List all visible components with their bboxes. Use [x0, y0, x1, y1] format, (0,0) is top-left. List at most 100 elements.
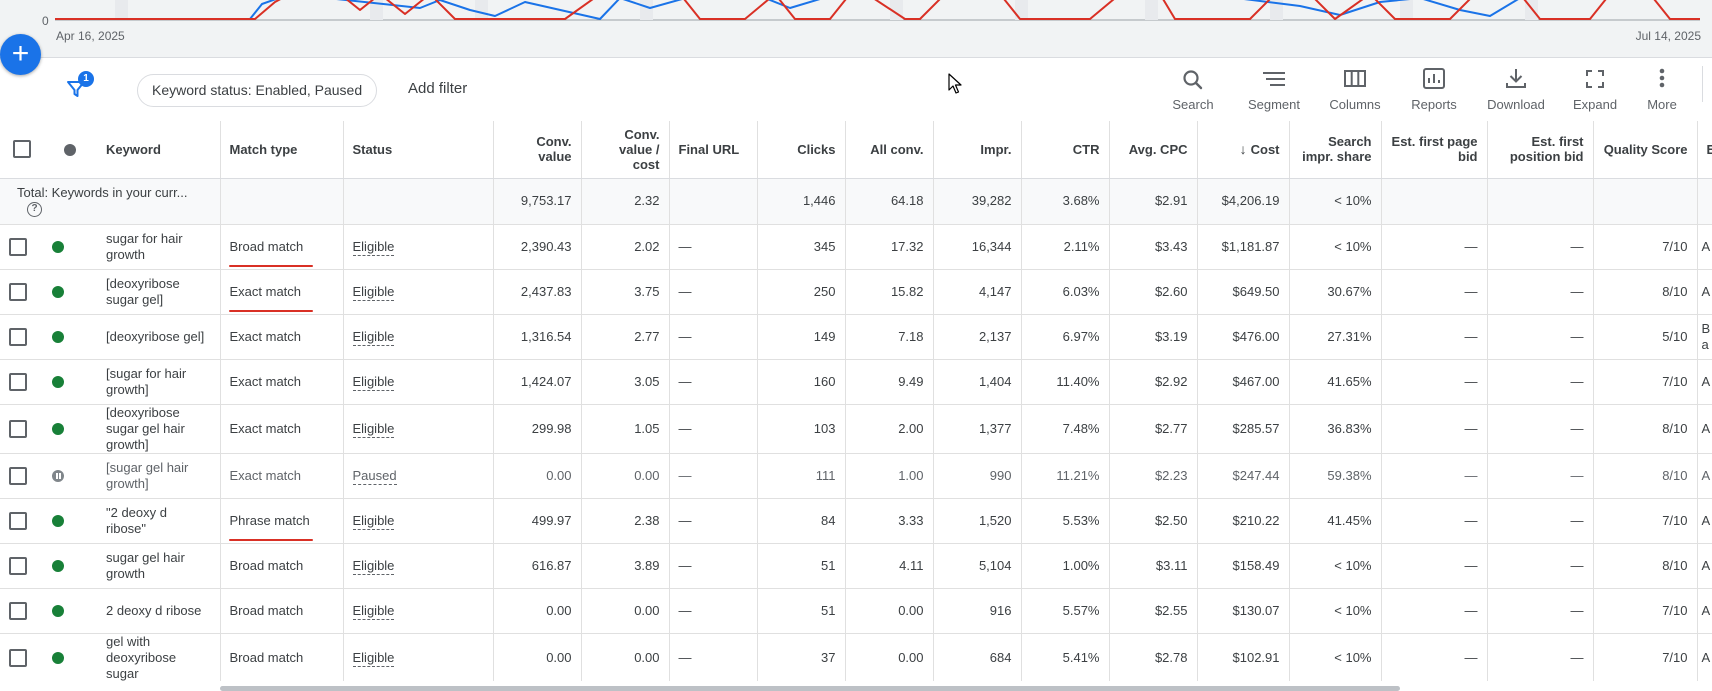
keyword-status-filter-chip[interactable]: Keyword status: Enabled, Paused [137, 74, 378, 107]
status-text[interactable]: Eligible [352, 373, 395, 391]
row-checkbox[interactable] [9, 511, 27, 530]
status-text[interactable]: Eligible [352, 557, 395, 575]
row-checkbox-cell[interactable] [0, 224, 43, 270]
select-all-checkbox[interactable] [12, 140, 31, 159]
keyword-cell[interactable]: [sugar for hair growth] [97, 359, 221, 405]
status-header[interactable]: Status [343, 121, 494, 179]
keyword-cell[interactable]: [deoxyribose sugar gel] [97, 269, 221, 315]
keyword-text[interactable]: sugar for hair growth [106, 230, 183, 262]
status-text[interactable]: Eligible [352, 602, 395, 620]
conv-value-cost-header[interactable]: Conv. value / cost [581, 121, 670, 179]
final-url-header[interactable]: Final URL [669, 121, 758, 179]
row-checkbox-cell[interactable] [0, 543, 43, 589]
match-type-header[interactable]: Match type [220, 121, 344, 179]
match-type-text[interactable]: Broad match [229, 238, 304, 254]
keyword-text[interactable]: [deoxyribose gel] [106, 328, 205, 344]
row-checkbox[interactable] [9, 419, 27, 438]
more-tool-button[interactable]: More [1622, 65, 1702, 112]
keyword-text[interactable]: [sugar gel hair growth] [106, 459, 189, 491]
match-type-text[interactable]: Broad match [229, 602, 304, 618]
keyword-cell[interactable]: sugar gel hair growth [97, 543, 221, 589]
status-text[interactable]: Paused [352, 467, 397, 485]
help-icon[interactable]: ? [27, 202, 42, 218]
keyword-header[interactable]: Keyword [97, 121, 221, 179]
keyword-cell[interactable]: "2 deoxy d ribose" [97, 498, 221, 544]
keyword-cell[interactable]: [deoxyribose gel] [97, 314, 221, 360]
keyword-text[interactable]: [deoxyribose sugar gel] [106, 275, 180, 307]
match-type-text[interactable]: Exact match [229, 373, 302, 389]
keyword-text[interactable]: "2 deoxy d ribose" [106, 504, 167, 536]
row-checkbox-cell[interactable] [0, 498, 43, 544]
status-text[interactable]: Eligible [352, 283, 395, 301]
horizontal-scrollbar[interactable] [220, 686, 1400, 691]
row-checkbox[interactable] [9, 282, 27, 301]
row-checkbox[interactable] [9, 372, 27, 391]
conv-value-header[interactable]: Conv. value [493, 121, 582, 179]
keyword-text[interactable]: gel with deoxyribose sugar [106, 633, 177, 681]
table-row[interactable]: [deoxyribose gel] Exact match Eligible 1,31… [0, 314, 1712, 360]
row-checkbox-cell[interactable] [0, 633, 43, 681]
keyword-cell[interactable]: gel with deoxyribose sugar [97, 633, 221, 681]
est-first-position-bid-header[interactable]: Est. first position bid [1487, 121, 1594, 179]
row-checkbox-cell[interactable] [0, 453, 43, 499]
clicks-header[interactable]: Clicks [757, 121, 846, 179]
match-type-text[interactable]: Broad match [229, 649, 304, 665]
quality-score-header[interactable]: Quality Score [1593, 121, 1698, 179]
status-text[interactable]: Eligible [352, 420, 395, 438]
select-all-checkbox-cell[interactable] [0, 121, 43, 179]
table-row[interactable]: "2 deoxy d ribose" Phrase match Eligible 49… [0, 498, 1712, 544]
table-row[interactable]: [sugar for hair growth] Exact match Eligib… [0, 359, 1712, 405]
extra-column-header[interactable]: E: [1697, 121, 1712, 179]
row-checkbox[interactable] [9, 237, 27, 256]
row-checkbox[interactable] [9, 327, 27, 346]
keyword-cell[interactable]: [sugar gel hair growth] [97, 453, 221, 499]
download-tool-button[interactable]: Download [1475, 65, 1557, 112]
expand-tool-button[interactable]: Expand [1555, 65, 1635, 112]
match-type-text[interactable]: Phrase match [229, 512, 310, 528]
add-keyword-button[interactable]: + [0, 34, 41, 75]
row-checkbox[interactable] [9, 556, 27, 575]
est-first-page-bid-header[interactable]: Est. first page bid [1381, 121, 1488, 179]
table-row[interactable]: 2 deoxy d ribose Broad match Eligible 0.00 0… [0, 588, 1712, 634]
row-checkbox-cell[interactable] [0, 359, 43, 405]
avg-cpc-header[interactable]: Avg. CPC [1109, 121, 1198, 179]
search-impr-share-header[interactable]: Search impr. share [1289, 121, 1382, 179]
keyword-cell[interactable]: [deoxyribose sugar gel hair growth] [97, 404, 221, 454]
keyword-text[interactable]: [sugar for hair growth] [106, 365, 187, 397]
keyword-text[interactable]: sugar gel hair growth [106, 549, 185, 581]
row-checkbox[interactable] [9, 601, 27, 620]
add-filter-button[interactable]: Add filter [408, 80, 468, 97]
match-type-text[interactable]: Exact match [229, 467, 302, 483]
segment-tool-button[interactable]: Segment [1234, 65, 1314, 112]
row-checkbox-cell[interactable] [0, 269, 43, 315]
match-type-text[interactable]: Exact match [229, 283, 302, 299]
table-row[interactable]: sugar for hair growth Broad match Eligible… [0, 224, 1712, 270]
cost-header[interactable]: ↓ Cost [1197, 121, 1290, 179]
match-type-text[interactable]: Broad match [229, 557, 304, 573]
table-row[interactable]: [deoxyribose sugar gel] Exact match Eligib… [0, 269, 1712, 315]
row-checkbox-cell[interactable] [0, 404, 43, 454]
match-type-text[interactable]: Exact match [229, 328, 302, 344]
table-row[interactable]: [deoxyribose sugar gel hair growth] Exact… [0, 404, 1712, 454]
row-checkbox-cell[interactable] [0, 588, 43, 634]
search-tool-button[interactable]: Search [1153, 65, 1233, 112]
ctr-header[interactable]: CTR [1021, 121, 1110, 179]
table-row[interactable]: gel with deoxyribose sugar Broad match Eli… [0, 633, 1712, 681]
columns-tool-button[interactable]: Columns [1315, 65, 1395, 112]
keyword-text[interactable]: [deoxyribose sugar gel hair growth] [106, 404, 185, 452]
row-checkbox[interactable] [9, 466, 27, 485]
all-conv-header[interactable]: All conv. [845, 121, 934, 179]
row-checkbox[interactable] [9, 648, 27, 667]
impr-header[interactable]: Impr. [933, 121, 1022, 179]
keyword-cell[interactable]: 2 deoxy d ribose [97, 588, 221, 634]
keyword-text[interactable]: 2 deoxy d ribose [106, 602, 202, 618]
status-text[interactable]: Eligible [352, 649, 395, 667]
table-row[interactable]: [sugar gel hair growth] Exact match Paused… [0, 453, 1712, 499]
keyword-cell[interactable]: sugar for hair growth [97, 224, 221, 270]
table-row[interactable]: sugar gel hair growth Broad match Eligible… [0, 543, 1712, 589]
row-checkbox-cell[interactable] [0, 314, 43, 360]
status-text[interactable]: Eligible [352, 238, 395, 256]
status-text[interactable]: Eligible [352, 328, 395, 346]
status-text[interactable]: Eligible [352, 512, 395, 530]
match-type-text[interactable]: Exact match [229, 420, 302, 436]
